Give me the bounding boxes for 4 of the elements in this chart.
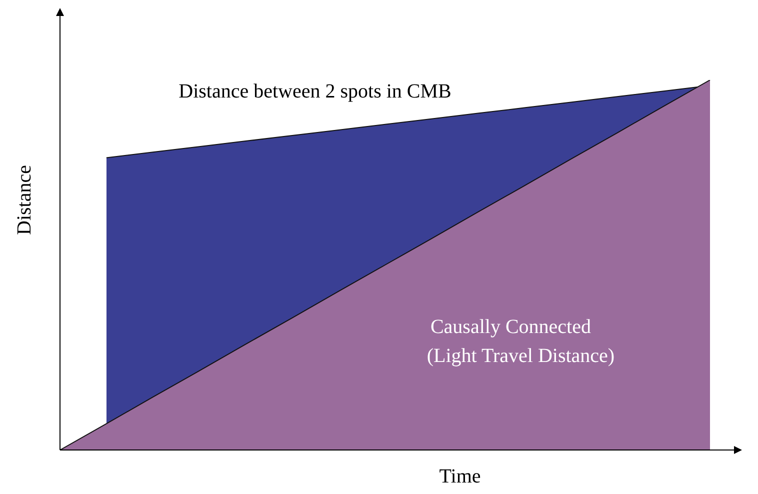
x-axis-title: Time (439, 465, 481, 488)
y-axis-title: Distance (13, 164, 36, 235)
series-label: Distance between 2 spots in CMB (178, 80, 452, 103)
series-label: Causally Connected (Light Travel Distance) (426, 316, 615, 368)
